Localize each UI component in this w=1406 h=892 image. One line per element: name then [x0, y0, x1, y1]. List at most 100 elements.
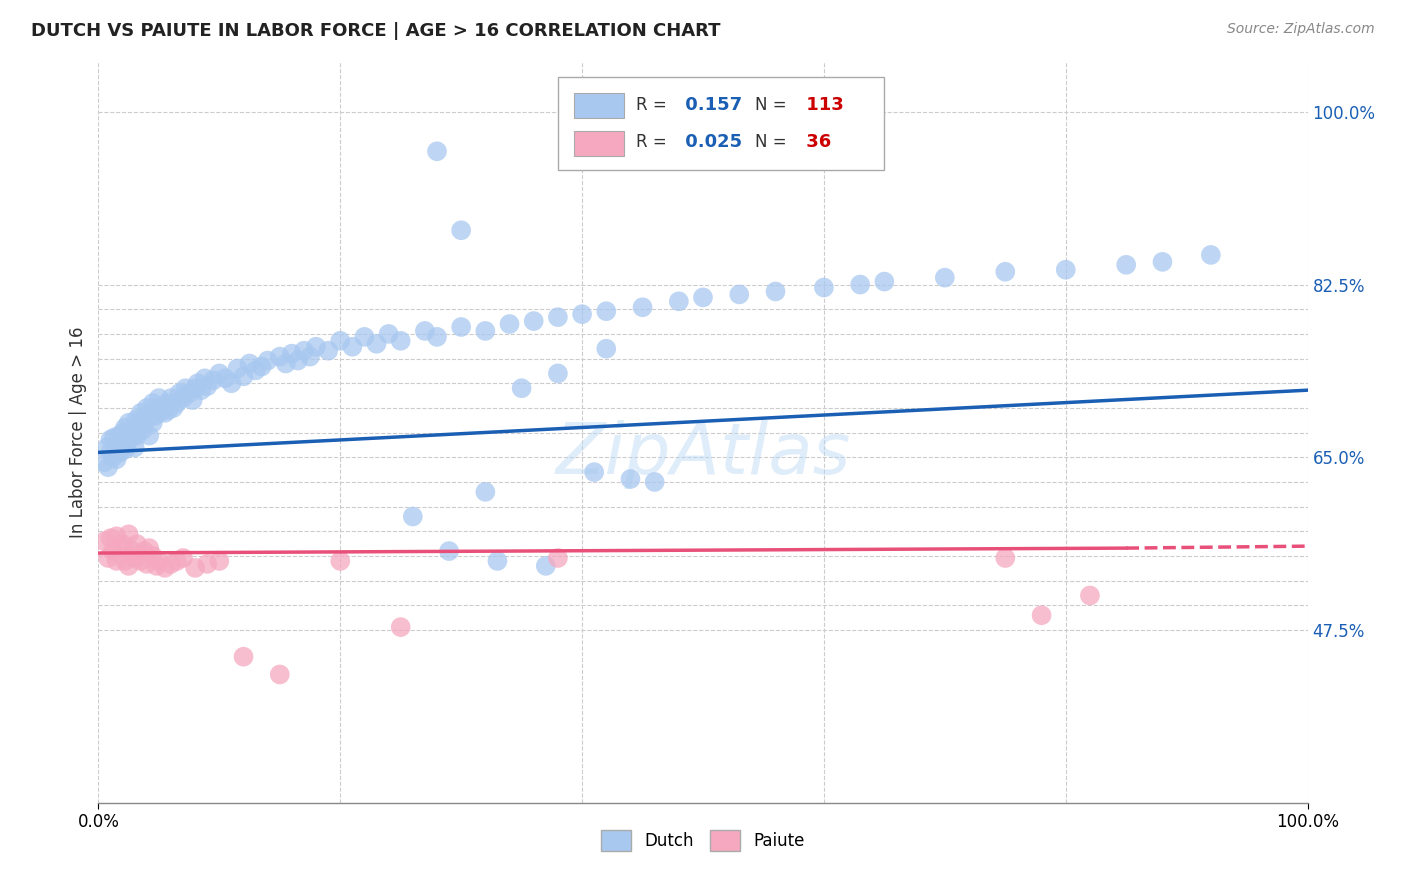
Point [143, 409, 166, 423]
Point [93, 455, 115, 469]
Point [100, 445, 122, 459]
Point [208, 554, 231, 568]
Point [510, 381, 533, 395]
Point [450, 223, 472, 237]
Point [124, 551, 146, 566]
Point [195, 379, 218, 393]
Point [571, 307, 593, 321]
Point [129, 416, 152, 430]
Point [172, 551, 194, 566]
Point [129, 554, 152, 568]
Point [117, 435, 139, 450]
Point [353, 330, 375, 344]
Point [305, 340, 328, 354]
Point [583, 465, 606, 479]
Point [1199, 248, 1222, 262]
Point [269, 350, 291, 364]
Point [111, 425, 134, 440]
Point [413, 324, 436, 338]
Text: Source: ZipAtlas.com: Source: ZipAtlas.com [1227, 22, 1375, 37]
Point [873, 275, 896, 289]
Point [402, 509, 425, 524]
Point [194, 371, 217, 385]
Point [157, 403, 180, 417]
Text: 113: 113 [800, 95, 844, 113]
Point [162, 401, 184, 415]
Point [135, 557, 157, 571]
Point [118, 527, 141, 541]
Point [105, 452, 128, 467]
Point [1078, 589, 1101, 603]
Point [474, 324, 496, 338]
Point [195, 557, 218, 571]
Point [765, 285, 787, 299]
Point [134, 544, 156, 558]
Point [148, 406, 170, 420]
Point [644, 475, 666, 489]
Point [523, 314, 546, 328]
Point [135, 413, 157, 427]
Point [1152, 255, 1174, 269]
Point [692, 290, 714, 304]
Point [239, 357, 262, 371]
Point [1115, 258, 1137, 272]
Point [187, 376, 209, 391]
Point [181, 392, 204, 407]
Point [184, 381, 207, 395]
Point [124, 441, 146, 455]
Point [111, 537, 134, 551]
Point [121, 544, 143, 558]
Point [619, 472, 641, 486]
Text: N =: N = [755, 134, 792, 152]
Point [108, 541, 131, 555]
Point [668, 294, 690, 309]
Point [342, 340, 364, 354]
Point [256, 353, 278, 368]
Point [547, 551, 569, 566]
Point [118, 416, 141, 430]
Point [97, 551, 120, 566]
Text: R =: R = [637, 95, 672, 113]
Point [389, 334, 412, 348]
Point [299, 350, 322, 364]
Point [426, 145, 449, 159]
Point [474, 484, 496, 499]
Text: ZipAtlas: ZipAtlas [555, 420, 851, 490]
Point [148, 554, 170, 568]
Point [105, 529, 128, 543]
Point [108, 445, 131, 459]
Point [105, 441, 128, 455]
Point [426, 330, 449, 344]
Point [329, 554, 352, 568]
Point [250, 359, 273, 374]
Point [169, 386, 191, 401]
Text: 0.025: 0.025 [679, 134, 742, 152]
Point [813, 280, 835, 294]
Point [208, 367, 231, 381]
Point [148, 391, 170, 405]
Point [1031, 608, 1053, 623]
Point [135, 401, 157, 415]
Legend: Dutch, Paiute: Dutch, Paiute [595, 823, 811, 857]
Point [114, 442, 136, 457]
Point [166, 396, 188, 410]
Point [160, 391, 183, 405]
Point [152, 401, 174, 415]
Point [111, 441, 134, 455]
Point [97, 460, 120, 475]
Point [142, 416, 165, 430]
Point [849, 277, 872, 292]
Point [1054, 262, 1077, 277]
Point [534, 558, 557, 573]
Point [547, 310, 569, 325]
Point [142, 549, 165, 563]
Point [450, 320, 472, 334]
Point [138, 541, 160, 555]
Point [124, 420, 146, 434]
Point [129, 406, 152, 420]
Point [245, 363, 267, 377]
Point [166, 554, 188, 568]
Point [728, 287, 751, 301]
Point [153, 406, 176, 420]
Point [172, 391, 194, 405]
